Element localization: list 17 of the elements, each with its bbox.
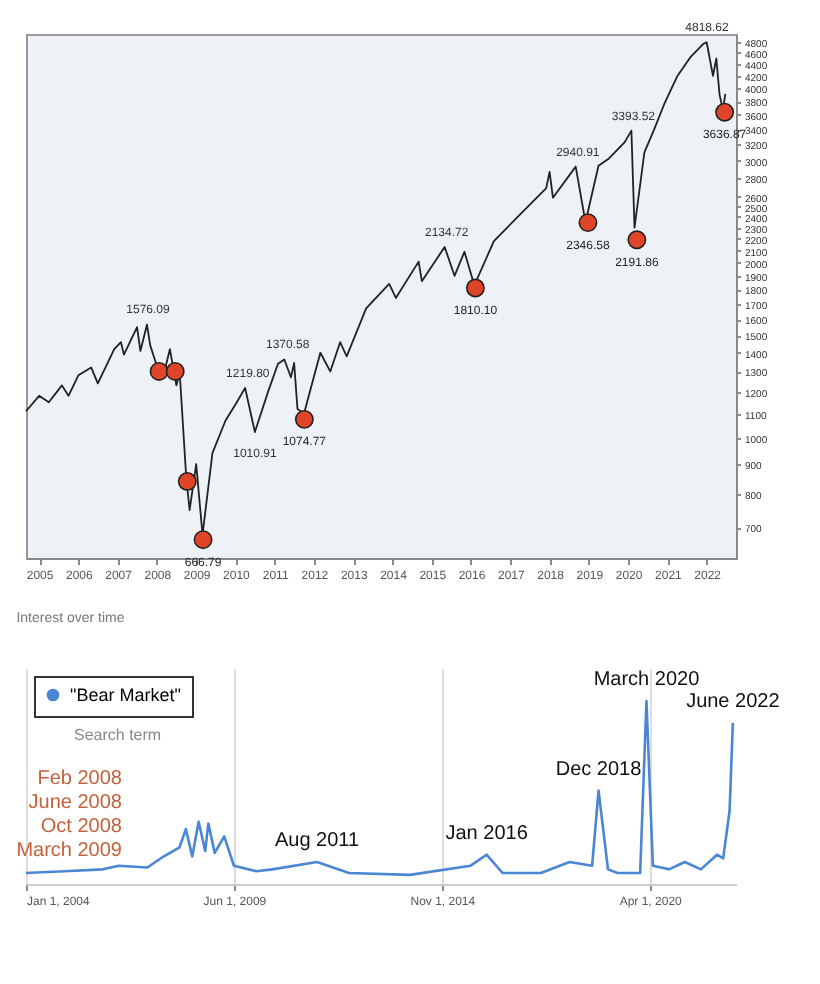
point	[627, 230, 647, 250]
annotation: Aug 2011	[274, 830, 360, 853]
point	[177, 472, 197, 491]
point	[578, 213, 598, 233]
legend-label: "Bear Market"	[70, 685, 181, 705]
annotation: Feb 2008 June 2008 Oct 2008 March 2009	[16, 768, 123, 862]
annotation: Dec 2018	[555, 758, 643, 781]
point	[165, 361, 185, 381]
annotation: June 2022	[686, 690, 781, 713]
point	[715, 102, 735, 122]
point	[149, 361, 169, 381]
annotation: Jan 2016	[445, 822, 529, 845]
point	[294, 409, 314, 429]
annotation: Search term	[74, 726, 162, 744]
point	[465, 278, 485, 298]
point	[193, 530, 213, 550]
annotation: March 2020	[593, 668, 701, 691]
